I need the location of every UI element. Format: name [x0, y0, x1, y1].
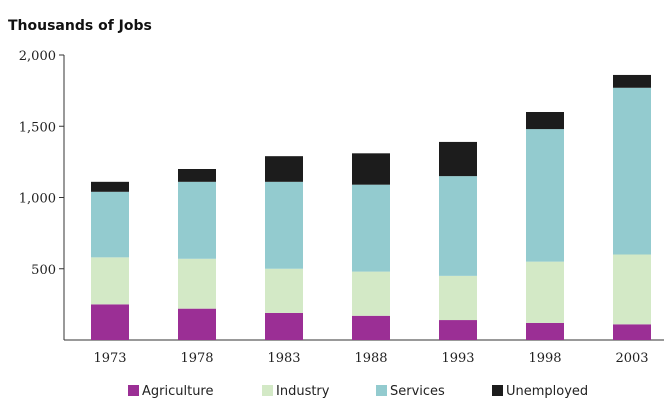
- legend-label: Services: [390, 384, 445, 399]
- bar-segment-services: [265, 182, 303, 269]
- bar-segment-agriculture: [613, 324, 651, 340]
- y-tick-label: 1,000: [19, 192, 56, 207]
- bar-segment-industry: [352, 272, 390, 316]
- bar-segment-industry: [526, 262, 564, 323]
- legend-swatch: [492, 385, 503, 396]
- y-axis-ticks: 500 1,000 1,500 2,000: [19, 49, 64, 278]
- bar-segment-unemployed: [613, 75, 651, 88]
- x-tick-label: 1988: [354, 351, 387, 366]
- bar-segment-services: [178, 182, 216, 259]
- legend-label: Unemployed: [506, 384, 588, 399]
- bar-segment-industry: [178, 259, 216, 309]
- bar-segment-services: [526, 129, 564, 262]
- bar-stack: [439, 142, 477, 340]
- bar-stack: [352, 153, 390, 340]
- legend-item-unemployed: Unemployed: [492, 384, 588, 399]
- bar-stack: [526, 112, 564, 340]
- bar-segment-services: [352, 185, 390, 272]
- bar-segment-unemployed: [439, 142, 477, 176]
- bar-stack: [178, 169, 216, 340]
- bar-segment-unemployed: [352, 153, 390, 184]
- bar-stack: [265, 156, 303, 340]
- bar-segment-agriculture: [439, 320, 477, 340]
- legend-swatch: [262, 385, 273, 396]
- bar-stack: [91, 182, 129, 340]
- legend-item-agriculture: Agriculture: [128, 384, 214, 399]
- legend-swatch: [128, 385, 139, 396]
- chart-title: Thousands of Jobs: [8, 18, 152, 34]
- bar-segment-services: [439, 176, 477, 276]
- x-tick-label: 1978: [180, 351, 213, 366]
- bar-segment-services: [91, 192, 129, 258]
- bar-segment-unemployed: [265, 156, 303, 182]
- bar-segment-industry: [613, 255, 651, 325]
- y-tick-label: 500: [31, 263, 56, 278]
- bar-stack: [613, 75, 651, 340]
- legend-swatch: [376, 385, 387, 396]
- x-tick-label: 2003: [615, 351, 648, 366]
- bar-segment-agriculture: [526, 323, 564, 340]
- bar-segment-unemployed: [526, 112, 564, 129]
- bar-segment-services: [613, 88, 651, 255]
- bar-segment-agriculture: [178, 309, 216, 340]
- bar-segment-industry: [265, 269, 303, 313]
- bars: [91, 75, 651, 340]
- legend-label: Agriculture: [142, 384, 214, 399]
- x-tick-label: 1998: [528, 351, 561, 366]
- bar-segment-unemployed: [91, 182, 129, 192]
- bar-segment-unemployed: [178, 169, 216, 182]
- legend: Agriculture Industry Services Unemployed: [128, 384, 588, 399]
- legend-label: Industry: [276, 384, 330, 399]
- legend-item-industry: Industry: [262, 384, 330, 399]
- y-tick-label: 1,500: [19, 120, 56, 135]
- x-tick-label: 1993: [441, 351, 474, 366]
- y-tick-label: 2,000: [19, 49, 56, 64]
- x-tick-label: 1983: [267, 351, 300, 366]
- bar-segment-industry: [439, 276, 477, 320]
- x-axis-ticks: 1973 1978 1983 1988 1993 1998 2003: [93, 351, 648, 366]
- bar-segment-agriculture: [265, 313, 303, 340]
- bar-segment-agriculture: [352, 316, 390, 340]
- bar-segment-industry: [91, 257, 129, 304]
- legend-item-services: Services: [376, 384, 445, 399]
- x-tick-label: 1973: [93, 351, 126, 366]
- bar-segment-agriculture: [91, 304, 129, 340]
